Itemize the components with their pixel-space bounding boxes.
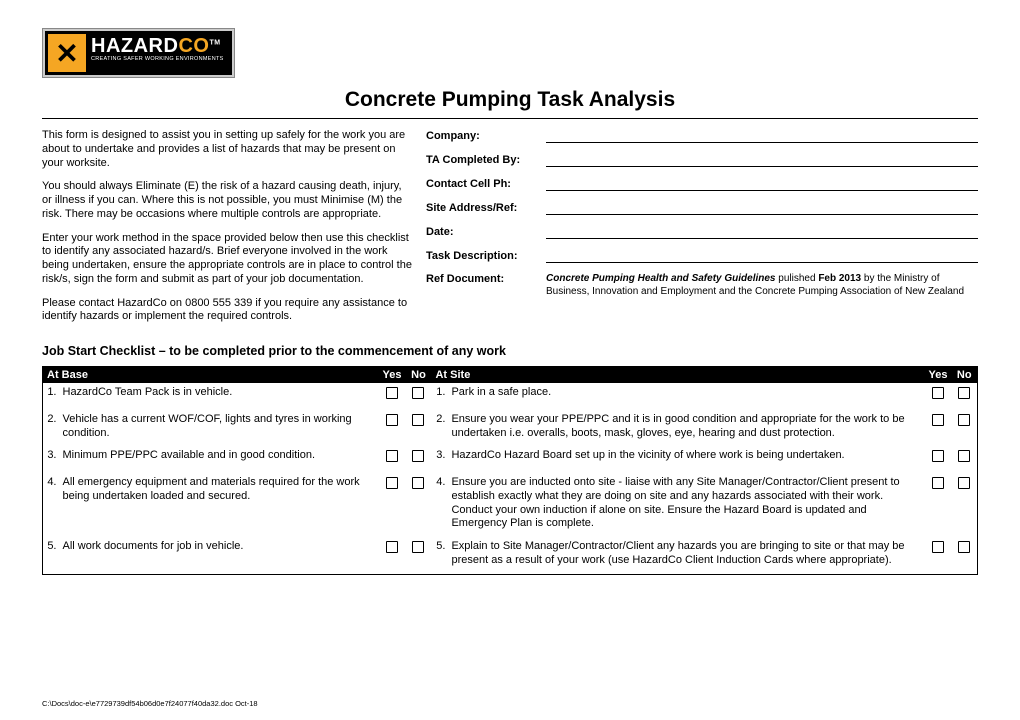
label-task-desc: Task Description: (426, 250, 546, 263)
checkbox-site-no[interactable] (958, 414, 970, 426)
checklist-title: Job Start Checklist – to be completed pr… (42, 344, 978, 358)
site-text: HazardCo Hazard Board set up in the vici… (447, 446, 924, 473)
logo-tm: TM (209, 39, 220, 46)
input-site[interactable] (546, 201, 978, 215)
field-company: Company: (426, 129, 978, 143)
site-text: Explain to Site Manager/Contractor/Clien… (447, 537, 924, 574)
site-num: 4. (431, 473, 447, 537)
logo: ✕ HAZARDCOTM CREATING SAFER WORKING ENVI… (42, 28, 235, 78)
footer-path: C:\Docs\doc-e\e7729739df54b06d0e7f24077f… (42, 699, 258, 708)
checkbox-site-no[interactable] (958, 477, 970, 489)
checkbox-site-yes[interactable] (932, 450, 944, 462)
logo-brand-1: HAZARD (91, 35, 178, 57)
input-company[interactable] (546, 129, 978, 143)
site-num: 3. (431, 446, 447, 473)
checkbox-site-yes[interactable] (932, 541, 944, 553)
th-site-no: No (952, 367, 978, 384)
site-num: 2. (431, 410, 447, 447)
page-title: Concrete Pumping Task Analysis (42, 88, 978, 112)
table-row: 3.Minimum PPE/PPC available and in good … (43, 446, 978, 473)
label-cell: Contact Cell Ph: (426, 178, 546, 191)
field-site: Site Address/Ref: (426, 201, 978, 215)
ref-doc-text: Concrete Pumping Health and Safety Guide… (546, 273, 978, 298)
checkbox-base-yes[interactable] (386, 541, 398, 553)
field-date: Date: (426, 225, 978, 239)
base-text: Vehicle has a current WOF/COF, lights an… (59, 410, 379, 447)
checkbox-base-yes[interactable] (386, 450, 398, 462)
site-text: Ensure you are inducted onto site - liai… (447, 473, 924, 537)
intro-text: This form is designed to assist you in s… (42, 129, 412, 334)
input-cell[interactable] (546, 177, 978, 191)
intro-p4: Please contact HazardCo on 0800 555 339 … (42, 297, 412, 325)
logo-brand-2: CO (178, 35, 209, 57)
checkbox-base-no[interactable] (412, 414, 424, 426)
label-company: Company: (426, 130, 546, 143)
label-ref-doc: Ref Document: (426, 273, 546, 286)
ref-doc-italic: Concrete Pumping Health and Safety Guide… (546, 273, 776, 284)
checkbox-base-no[interactable] (412, 541, 424, 553)
th-at-base: At Base (43, 367, 379, 384)
field-task-desc: Task Description: (426, 249, 978, 263)
base-num: 5. (43, 537, 59, 574)
logo-tagline: CREATING SAFER WORKING ENVIRONMENTS (91, 56, 224, 62)
table-row: 2.Vehicle has a current WOF/COF, lights … (43, 410, 978, 447)
ref-doc-bold: Feb 2013 (818, 273, 861, 284)
th-at-site: At Site (431, 367, 924, 384)
checkbox-base-no[interactable] (412, 450, 424, 462)
checkbox-base-yes[interactable] (386, 477, 398, 489)
logo-x-icon: ✕ (48, 34, 86, 72)
site-text: Ensure you wear your PPE/PPC and it is i… (447, 410, 924, 447)
base-text: HazardCo Team Pack is in vehicle. (59, 383, 379, 410)
th-site-yes: Yes (925, 367, 952, 384)
base-num: 3. (43, 446, 59, 473)
field-completed-by: TA Completed By: (426, 153, 978, 167)
site-num: 1. (431, 383, 447, 410)
checkbox-site-no[interactable] (958, 387, 970, 399)
checkbox-site-yes[interactable] (932, 477, 944, 489)
divider (42, 118, 978, 119)
base-num: 4. (43, 473, 59, 537)
checkbox-site-no[interactable] (958, 450, 970, 462)
table-row: 4.All emergency equipment and materials … (43, 473, 978, 537)
base-num: 2. (43, 410, 59, 447)
table-row: 5.All work documents for job in vehicle.… (43, 537, 978, 574)
checkbox-base-no[interactable] (412, 387, 424, 399)
checkbox-site-no[interactable] (958, 541, 970, 553)
input-completed-by[interactable] (546, 153, 978, 167)
checkbox-base-no[interactable] (412, 477, 424, 489)
input-task-desc[interactable] (546, 249, 978, 263)
label-completed-by: TA Completed By: (426, 154, 546, 167)
th-base-yes: Yes (379, 367, 406, 384)
intro-p2: You should always Eliminate (E) the risk… (42, 180, 412, 221)
base-text: Minimum PPE/PPC available and in good co… (59, 446, 379, 473)
intro-p1: This form is designed to assist you in s… (42, 129, 412, 170)
site-num: 5. (431, 537, 447, 574)
base-text: All emergency equipment and materials re… (59, 473, 379, 537)
input-date[interactable] (546, 225, 978, 239)
checkbox-site-yes[interactable] (932, 387, 944, 399)
checklist-table: At Base Yes No At Site Yes No 1.HazardCo… (42, 366, 978, 575)
checkbox-base-yes[interactable] (386, 387, 398, 399)
label-site: Site Address/Ref: (426, 202, 546, 215)
label-date: Date: (426, 226, 546, 239)
base-num: 1. (43, 383, 59, 410)
checkbox-site-yes[interactable] (932, 414, 944, 426)
field-cell: Contact Cell Ph: (426, 177, 978, 191)
ref-doc-rest1: pulished (776, 273, 819, 284)
site-text: Park in a safe place. (447, 383, 924, 410)
base-text: All work documents for job in vehicle. (59, 537, 379, 574)
th-base-no: No (405, 367, 431, 384)
field-ref-doc: Ref Document: Concrete Pumping Health an… (426, 273, 978, 298)
checkbox-base-yes[interactable] (386, 414, 398, 426)
intro-p3: Enter your work method in the space prov… (42, 232, 412, 287)
table-row: 1.HazardCo Team Pack is in vehicle.1.Par… (43, 383, 978, 410)
